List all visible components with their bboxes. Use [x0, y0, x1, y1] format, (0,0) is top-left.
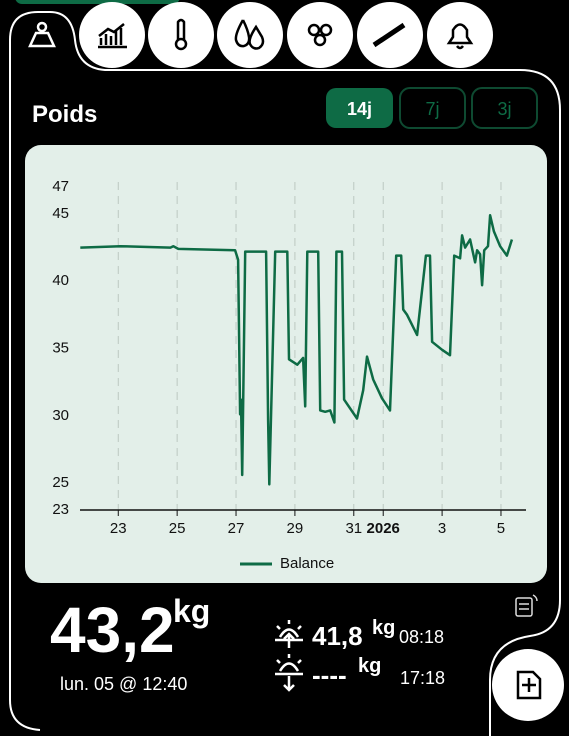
- evening-unit: kg: [358, 655, 381, 677]
- section-title: Poids: [32, 101, 97, 128]
- scale-icon: [515, 594, 538, 617]
- x-tick-label: 5: [497, 520, 505, 537]
- evening-weight: ----: [312, 660, 347, 690]
- range-14j[interactable]: 14j: [326, 88, 393, 128]
- x-tick-label: 25: [169, 520, 186, 537]
- range-7j[interactable]: 7j: [399, 87, 466, 129]
- tab-tools[interactable]: [357, 2, 423, 68]
- y-tick-label: 45: [52, 205, 69, 222]
- tab-weight[interactable]: [28, 21, 56, 48]
- x-tick-label: 27: [228, 520, 245, 537]
- timestamp: lun. 05 @ 12:40: [60, 674, 187, 694]
- active-indicator: [15, 0, 180, 4]
- x-tick-label: 31: [345, 520, 362, 537]
- morning-unit: kg: [372, 617, 395, 639]
- card-outline: [9, 11, 561, 736]
- range-label[interactable]: 7j: [425, 99, 439, 119]
- legend-label: Balance: [280, 555, 334, 572]
- y-tick-label: 35: [52, 339, 69, 356]
- tab-humidity[interactable]: [217, 2, 283, 68]
- weight-unit: kg: [173, 593, 210, 629]
- x-tick-label: 23: [110, 520, 127, 537]
- y-tick-label: 25: [52, 474, 69, 491]
- x-tick-label: 2026: [367, 520, 400, 537]
- y-tick-label: 40: [52, 272, 69, 289]
- range-label[interactable]: 14j: [347, 99, 372, 119]
- series-line: [80, 214, 514, 486]
- x-tick-label: 3: [438, 520, 446, 537]
- tab-temperature[interactable]: [148, 2, 214, 68]
- chart-panel: [25, 145, 547, 583]
- morning-time: 08:18: [399, 627, 444, 647]
- sunset-icon: [275, 654, 303, 692]
- tab-stats[interactable]: [79, 2, 145, 68]
- range-3j[interactable]: 3j: [471, 87, 538, 129]
- tab-hive[interactable]: [287, 2, 353, 68]
- sunrise-icon: [275, 620, 303, 648]
- y-tick-label: 23: [52, 501, 69, 518]
- x-tick-label: 29: [287, 520, 304, 537]
- y-tick-label: 47: [52, 178, 69, 195]
- range-label[interactable]: 3j: [497, 99, 511, 119]
- morning-weight: 41,8: [312, 621, 363, 651]
- evening-time: 17:18: [400, 668, 445, 688]
- add-record-button[interactable]: [492, 649, 564, 721]
- y-tick-label: 30: [52, 407, 69, 424]
- tab-alerts[interactable]: [427, 2, 493, 68]
- current-weight: 43,2: [50, 594, 175, 666]
